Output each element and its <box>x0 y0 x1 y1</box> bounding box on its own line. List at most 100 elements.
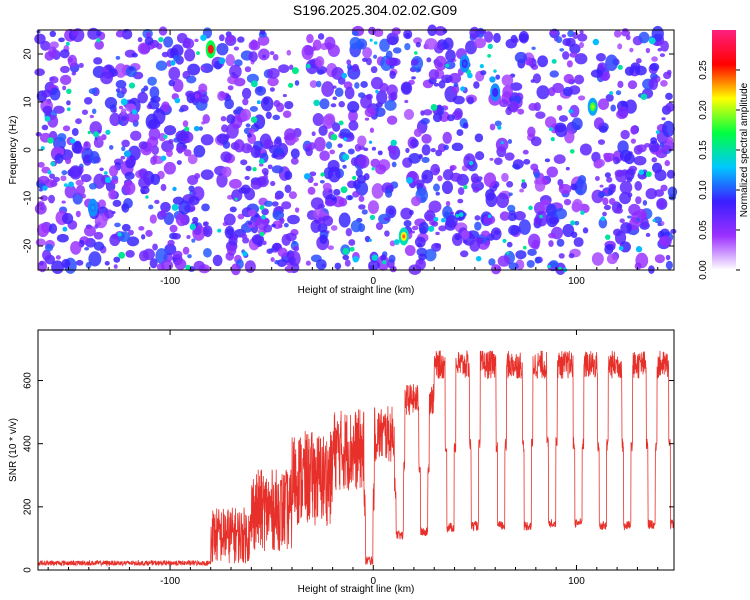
heatmap-cell <box>269 248 274 252</box>
heatmap-cell <box>113 264 118 269</box>
heatmap-cell <box>35 238 46 247</box>
heatmap-cell <box>278 64 290 74</box>
heatmap-cell <box>449 164 457 171</box>
heatmap-cell <box>627 215 632 219</box>
heatmap-cell <box>339 128 351 139</box>
heatmap-cell <box>591 252 604 266</box>
heatmap-cell <box>285 232 297 242</box>
heatmap-cell <box>349 36 362 50</box>
heatmap-cell <box>141 234 146 240</box>
heatmap-cell <box>537 55 549 68</box>
heatmap-cell <box>411 59 419 66</box>
heatmap-cell <box>627 80 638 90</box>
heatmap-cell <box>379 82 389 93</box>
heatmap-speck <box>609 91 614 95</box>
heatmap-cell <box>433 183 440 192</box>
heatmap-cell <box>556 104 563 111</box>
heatmap-cell <box>504 152 515 161</box>
heatmap-speck <box>550 136 555 142</box>
heatmap-cell <box>273 137 282 148</box>
heatmap-speck <box>104 171 108 175</box>
heatmap-cell <box>120 116 127 122</box>
heatmap-cell <box>614 207 623 214</box>
heatmap-cell <box>594 176 600 181</box>
heatmap-cell <box>230 263 241 276</box>
heatmap-cell <box>342 164 347 169</box>
heatmap-cell <box>115 79 127 89</box>
heatmap-cell <box>289 64 294 70</box>
heatmap-speck <box>369 214 376 221</box>
heatmap-cell <box>124 171 135 180</box>
heatmap-cell <box>604 244 614 255</box>
heatmap-cell <box>535 111 546 119</box>
heatmap-speck <box>117 232 122 237</box>
heatmap-cell <box>322 182 332 191</box>
heatmap-speck <box>259 231 265 237</box>
heatmap-cell <box>506 181 514 188</box>
spectrogram-cells <box>34 24 678 276</box>
heatmap-cell <box>479 29 487 35</box>
heatmap-cell <box>626 176 633 183</box>
heatmap-cell <box>559 48 565 52</box>
heatmap-cell <box>115 88 121 93</box>
heatmap-speck <box>189 223 197 231</box>
heatmap-cell <box>96 30 102 37</box>
heatmap-cell <box>473 81 480 89</box>
heatmap-speck <box>234 197 238 201</box>
heatmap-cell <box>131 52 138 58</box>
heatmap-cell <box>428 200 442 213</box>
heatmap-cell <box>489 157 494 161</box>
heatmap-cell <box>318 125 328 136</box>
heatmap-cell <box>224 98 234 110</box>
heatmap-cell <box>221 124 229 133</box>
heatmap-speck <box>145 195 149 199</box>
heatmap-cell <box>501 172 509 182</box>
heatmap-cell <box>535 211 548 227</box>
heatmap-cell <box>203 225 213 238</box>
heatmap-cell <box>227 244 237 256</box>
snr-xtick-label: 100 <box>568 576 585 587</box>
heatmap-cell <box>348 239 356 246</box>
heatmap-cell <box>391 161 397 168</box>
heatmap-cell <box>525 57 533 66</box>
heatmap-speck <box>655 130 660 135</box>
heatmap-speck <box>368 238 372 242</box>
colorbar: 0.00 0.05 0.10 0.15 0.20 0.25 Normalized spec… <box>698 30 750 280</box>
heatmap-cell <box>93 231 104 240</box>
heatmap-cell <box>665 102 675 112</box>
heatmap-cell <box>42 105 53 115</box>
heatmap-cell <box>202 114 210 124</box>
heatmap-cell <box>97 199 107 209</box>
heatmap-cell <box>629 47 634 53</box>
heatmap-cell <box>160 183 167 192</box>
heatmap-cell <box>43 179 56 188</box>
heatmap-cell <box>352 30 359 36</box>
heatmap-cell <box>574 74 585 85</box>
heatmap-cell <box>385 50 393 60</box>
heatmap-cell <box>568 85 581 95</box>
heatmap-cell <box>400 81 413 95</box>
heatmap-cell <box>465 156 471 161</box>
heatmap-cell <box>151 145 159 156</box>
heatmap-cell <box>114 222 121 228</box>
heatmap-cell <box>88 251 102 267</box>
heatmap-cell <box>357 135 367 147</box>
heatmap-speck <box>445 63 450 68</box>
heatmap-cell <box>113 256 121 263</box>
heatmap-speck <box>171 203 179 211</box>
heatmap-cell <box>188 185 195 192</box>
heatmap-cell <box>150 156 157 166</box>
heatmap-cell <box>148 204 154 210</box>
heatmap-cell <box>364 117 370 121</box>
heatmap-cell <box>345 228 353 237</box>
heatmap-cell <box>344 86 355 100</box>
heatmap-cell <box>615 90 622 96</box>
heatmap-cell <box>424 248 437 262</box>
heatmap-cell <box>332 122 341 132</box>
heatmap-cell <box>462 122 469 129</box>
heatmap-speck <box>373 41 378 45</box>
heatmap-cell <box>338 100 345 108</box>
heatmap-cell <box>161 51 169 58</box>
heatmap-cell <box>60 65 70 74</box>
heatmap-speck <box>428 225 435 232</box>
